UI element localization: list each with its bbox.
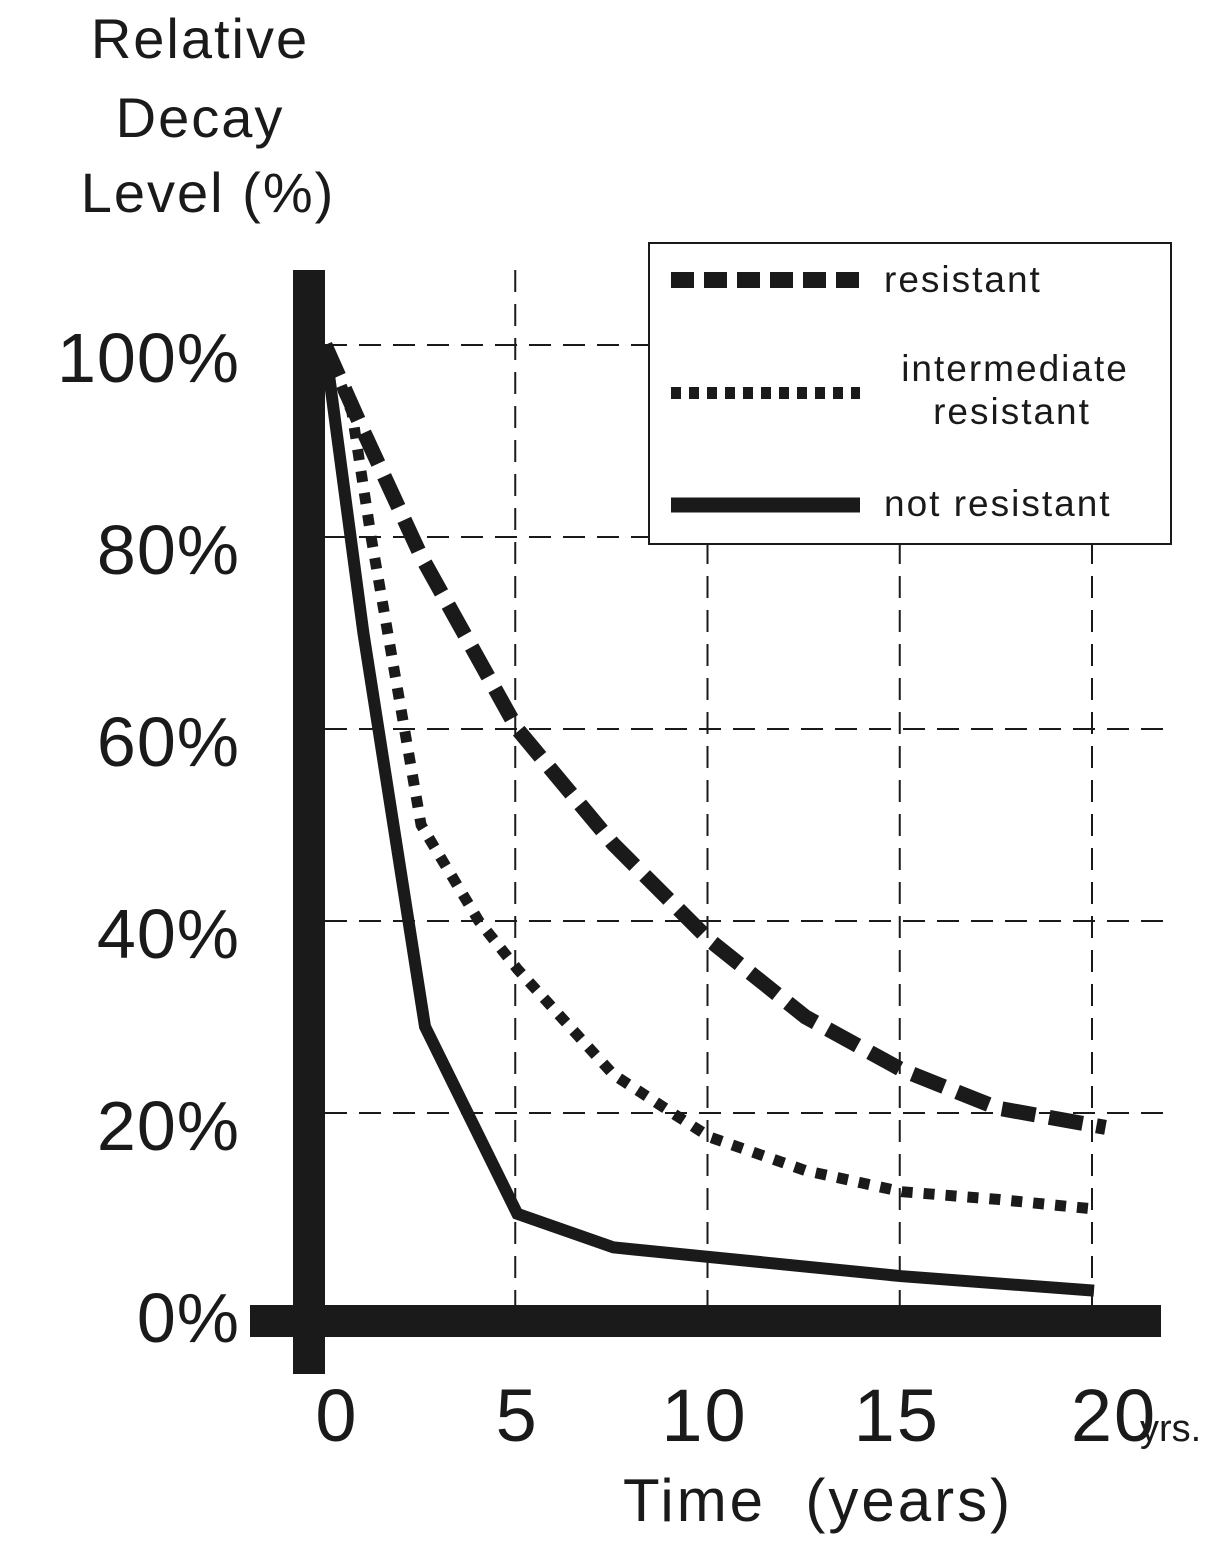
y-axis-label-line-1: Relative [91,7,309,70]
y-tick-label-100: 100% [57,319,240,397]
legend-label-not-resistant: not resistant [884,483,1112,524]
x-axis-unit: yrs. [1140,1408,1201,1450]
y-tick-label-40: 40% [97,895,240,973]
axes [250,270,1161,1374]
y-tick-label-20: 20% [97,1087,240,1165]
x-tick-label-10: 10 [661,1374,747,1457]
x-tick-label-0: 0 [315,1374,358,1457]
series-line-not-resistant [319,344,1095,1297]
legend-label-resistant: resistant [884,259,1042,300]
axis-labels: Relative Decay Level (%) Time (years) yr… [81,7,1201,1534]
series-line-resistant [318,341,1107,1135]
legend-box [648,242,1172,545]
y-axis-label-line-2: Decay [116,86,285,149]
x-axis-label: Time (years) [623,1467,1013,1534]
x-tick-label-20: 20 [1071,1374,1157,1457]
x-tick-label-5: 5 [496,1374,539,1457]
series-line-intermediate-resistant [319,342,1095,1215]
x-axis-line [250,1305,1161,1337]
x-tick-label-15: 15 [854,1374,940,1457]
series-lines [318,341,1107,1297]
y-axis-label-line-3: Level (%) [81,161,336,224]
y-tick-label-0: 0% [137,1279,240,1357]
y-tick-label-80: 80% [97,511,240,589]
y-axis-line [293,270,325,1374]
tick-labels: 0% 20% 40% 60% 80% 100% 0 5 10 15 20 [57,319,1157,1457]
legend-label-intermediate-resistant-1: intermediate [901,348,1129,389]
legend-label-intermediate-resistant-2: resistant [933,391,1091,432]
y-tick-label-60: 60% [97,703,240,781]
